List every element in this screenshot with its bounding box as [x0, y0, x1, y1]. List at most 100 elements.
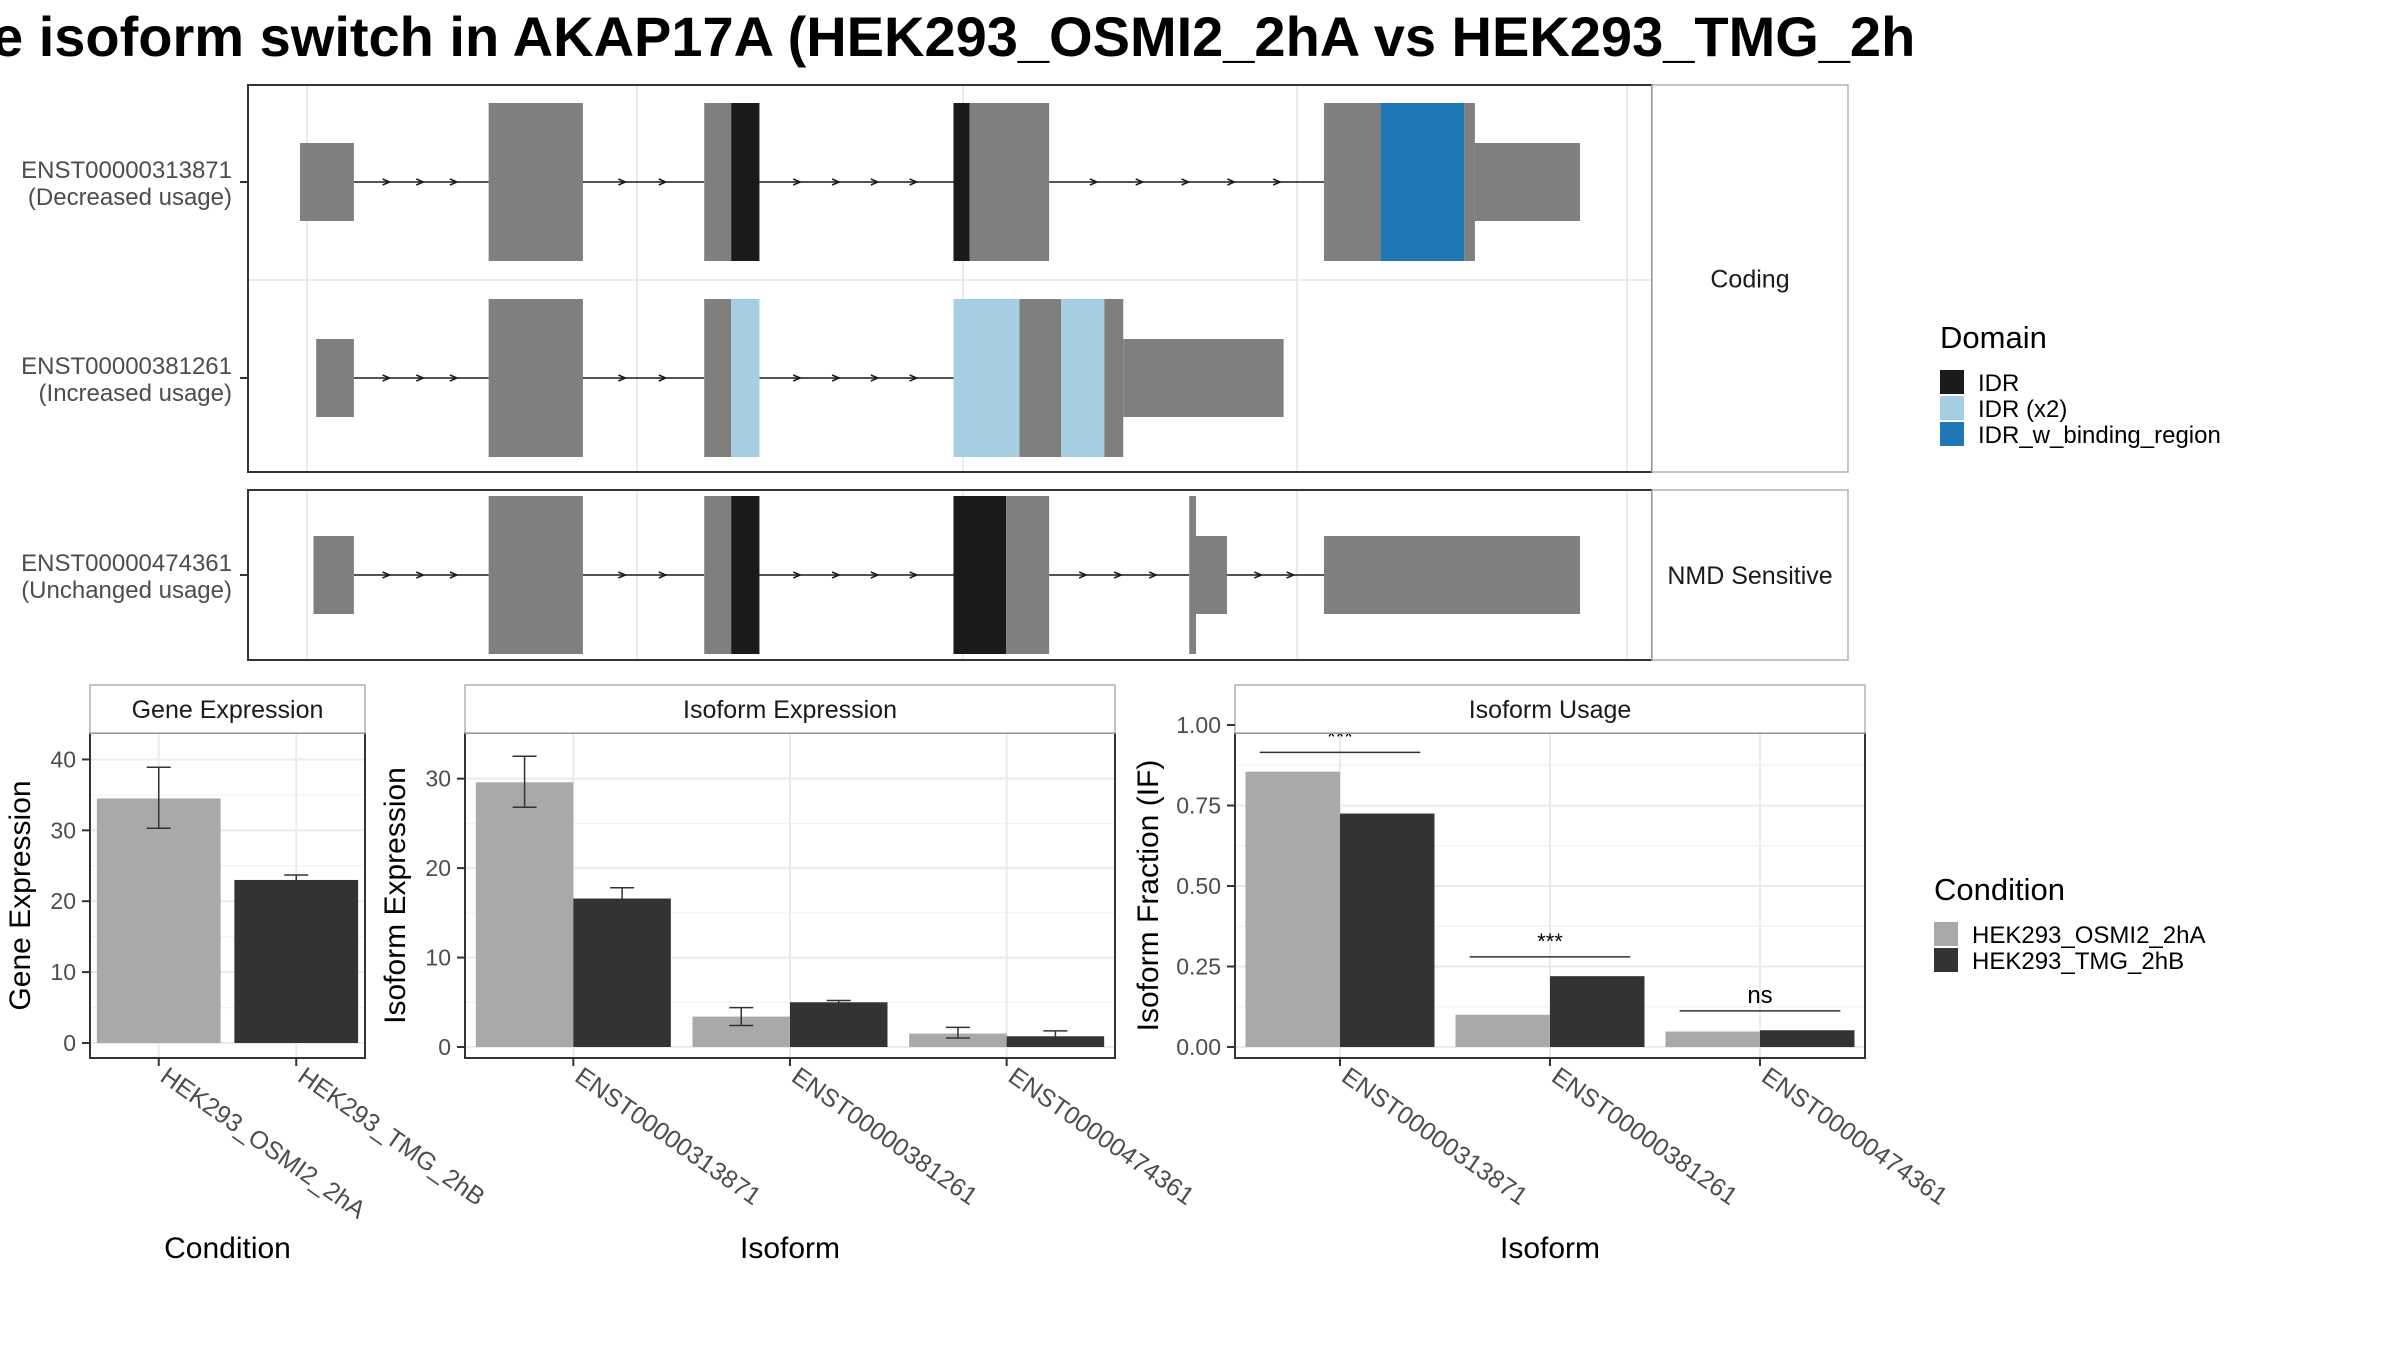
intron-arrow: [618, 571, 628, 579]
domain-block: [1380, 103, 1465, 261]
error-bar: [284, 874, 309, 886]
y-tick-label: 10: [425, 945, 451, 971]
y-tick-label: 20: [425, 855, 451, 881]
intron-arrow: [382, 571, 392, 579]
y-tick-label: 40: [50, 746, 76, 772]
intron-arrow: [870, 571, 880, 579]
bar: [1665, 1031, 1760, 1047]
exon-block: [1104, 299, 1124, 457]
legend-key: [1940, 396, 1964, 420]
exon-block: [704, 299, 732, 457]
legend-label: IDR: [1978, 370, 2019, 397]
x-tick-label: ENST00000474361: [1757, 1062, 1953, 1211]
facet-strip: [1651, 489, 1849, 661]
y-tick-label: 1.00: [1176, 712, 1221, 738]
exon-block: [1006, 496, 1050, 654]
isoform-structure-panel: Coding ENST00000313871(Decreased usage) EN…: [21, 84, 1849, 661]
exon-block: [1123, 339, 1284, 417]
bar: [1455, 1014, 1550, 1047]
bar: [234, 879, 359, 1043]
chart-title: Isoform Expression: [683, 696, 897, 724]
intron-arrow: [1148, 571, 1159, 579]
intron-arrow: [909, 178, 919, 186]
x-axis-title: Condition: [164, 1232, 291, 1265]
intron-arrow: [415, 571, 426, 579]
intron-arrow: [449, 178, 459, 186]
chart-title-strip: [1234, 684, 1866, 734]
legend-label: HEK293_OSMI2_2hA: [1972, 922, 2205, 949]
intron-arrow: [382, 178, 392, 186]
exon-block: [969, 103, 1050, 261]
y-tick-label: 10: [50, 959, 76, 985]
chart-title: Isoform Usage: [1469, 696, 1632, 724]
error-bar: [512, 755, 537, 809]
chart-title: Gene Expression: [132, 696, 324, 724]
intron-arrow: [1254, 571, 1264, 579]
exon-block: [313, 536, 354, 614]
domain-block: [731, 299, 760, 457]
significance-label: ***: [1537, 929, 1563, 954]
legend-key: [1934, 948, 1958, 972]
x-tick-label: ENST00000381261: [1547, 1062, 1743, 1211]
y-tick-label: 20: [50, 888, 76, 914]
x-tick-label: ENST00000474361: [1003, 1062, 1199, 1211]
x-tick-label: ENST00000313871: [1337, 1062, 1533, 1211]
exon-block: [1464, 103, 1475, 261]
exon-block: [488, 299, 583, 457]
domain-block: [731, 496, 760, 654]
domain-block: [1061, 299, 1105, 457]
exon-block: [704, 103, 732, 261]
intron-arrow: [831, 374, 841, 382]
legend-key: [1940, 370, 1964, 394]
bar: [1245, 771, 1340, 1047]
exon-block: [1474, 143, 1580, 221]
exon-block: [488, 103, 583, 261]
isoform-id-label: ENST00000313871: [21, 157, 232, 184]
isoform-usage-label: (Decreased usage): [28, 184, 232, 211]
exon-block: [1196, 536, 1227, 614]
intron-arrow: [1272, 178, 1283, 186]
intron-arrow: [658, 571, 668, 579]
bar: [790, 1002, 888, 1047]
exon-block: [488, 496, 583, 654]
intron-arrow: [831, 178, 841, 186]
intron-arrow: [449, 374, 459, 382]
error-bar: [729, 1006, 754, 1027]
chart-panel-1: Isoform Expression 0 10 20 30 Isoform Express…: [379, 684, 1199, 1265]
isoform-usage-label: (Unchanged usage): [21, 577, 232, 604]
exon-block: [1324, 536, 1580, 614]
chart-title-strip: [89, 684, 366, 734]
y-tick-label: 0: [63, 1030, 76, 1056]
intron-arrow: [909, 571, 919, 579]
y-tick-label: 30: [425, 766, 451, 792]
domain-block: [953, 299, 1020, 457]
exon-block: [1189, 496, 1196, 654]
intron-arrow: [618, 374, 628, 382]
legend-key: [1934, 922, 1958, 946]
intron-arrow: [618, 178, 628, 186]
y-tick-label: 0.50: [1176, 873, 1221, 899]
error-bar: [1043, 1030, 1068, 1042]
error-bar: [146, 766, 171, 829]
intron-arrow: [1227, 178, 1237, 186]
intron-arrow: [792, 571, 803, 579]
legend-label: IDR_w_binding_region: [1978, 422, 2221, 449]
intron-arrow: [870, 374, 880, 382]
bar: [1760, 1030, 1855, 1047]
intron-arrow: [382, 374, 392, 382]
bar: [1006, 1036, 1105, 1047]
y-axis-title: Isoform Fraction (IF): [1132, 760, 1165, 1032]
legend-title: Domain: [1940, 320, 2047, 355]
isoform-id-label: ENST00000474361: [21, 550, 232, 577]
significance-label: ns: [1747, 982, 1772, 1009]
y-tick-label: 30: [50, 817, 76, 843]
intron-arrow: [909, 374, 919, 382]
chart-title-strip: [464, 684, 1116, 734]
legend-title: Condition: [1934, 872, 2065, 907]
exon-block: [1019, 299, 1062, 457]
x-tick-label: ENST00000381261: [787, 1062, 983, 1211]
bar: [96, 798, 221, 1043]
exon-block: [704, 496, 732, 654]
